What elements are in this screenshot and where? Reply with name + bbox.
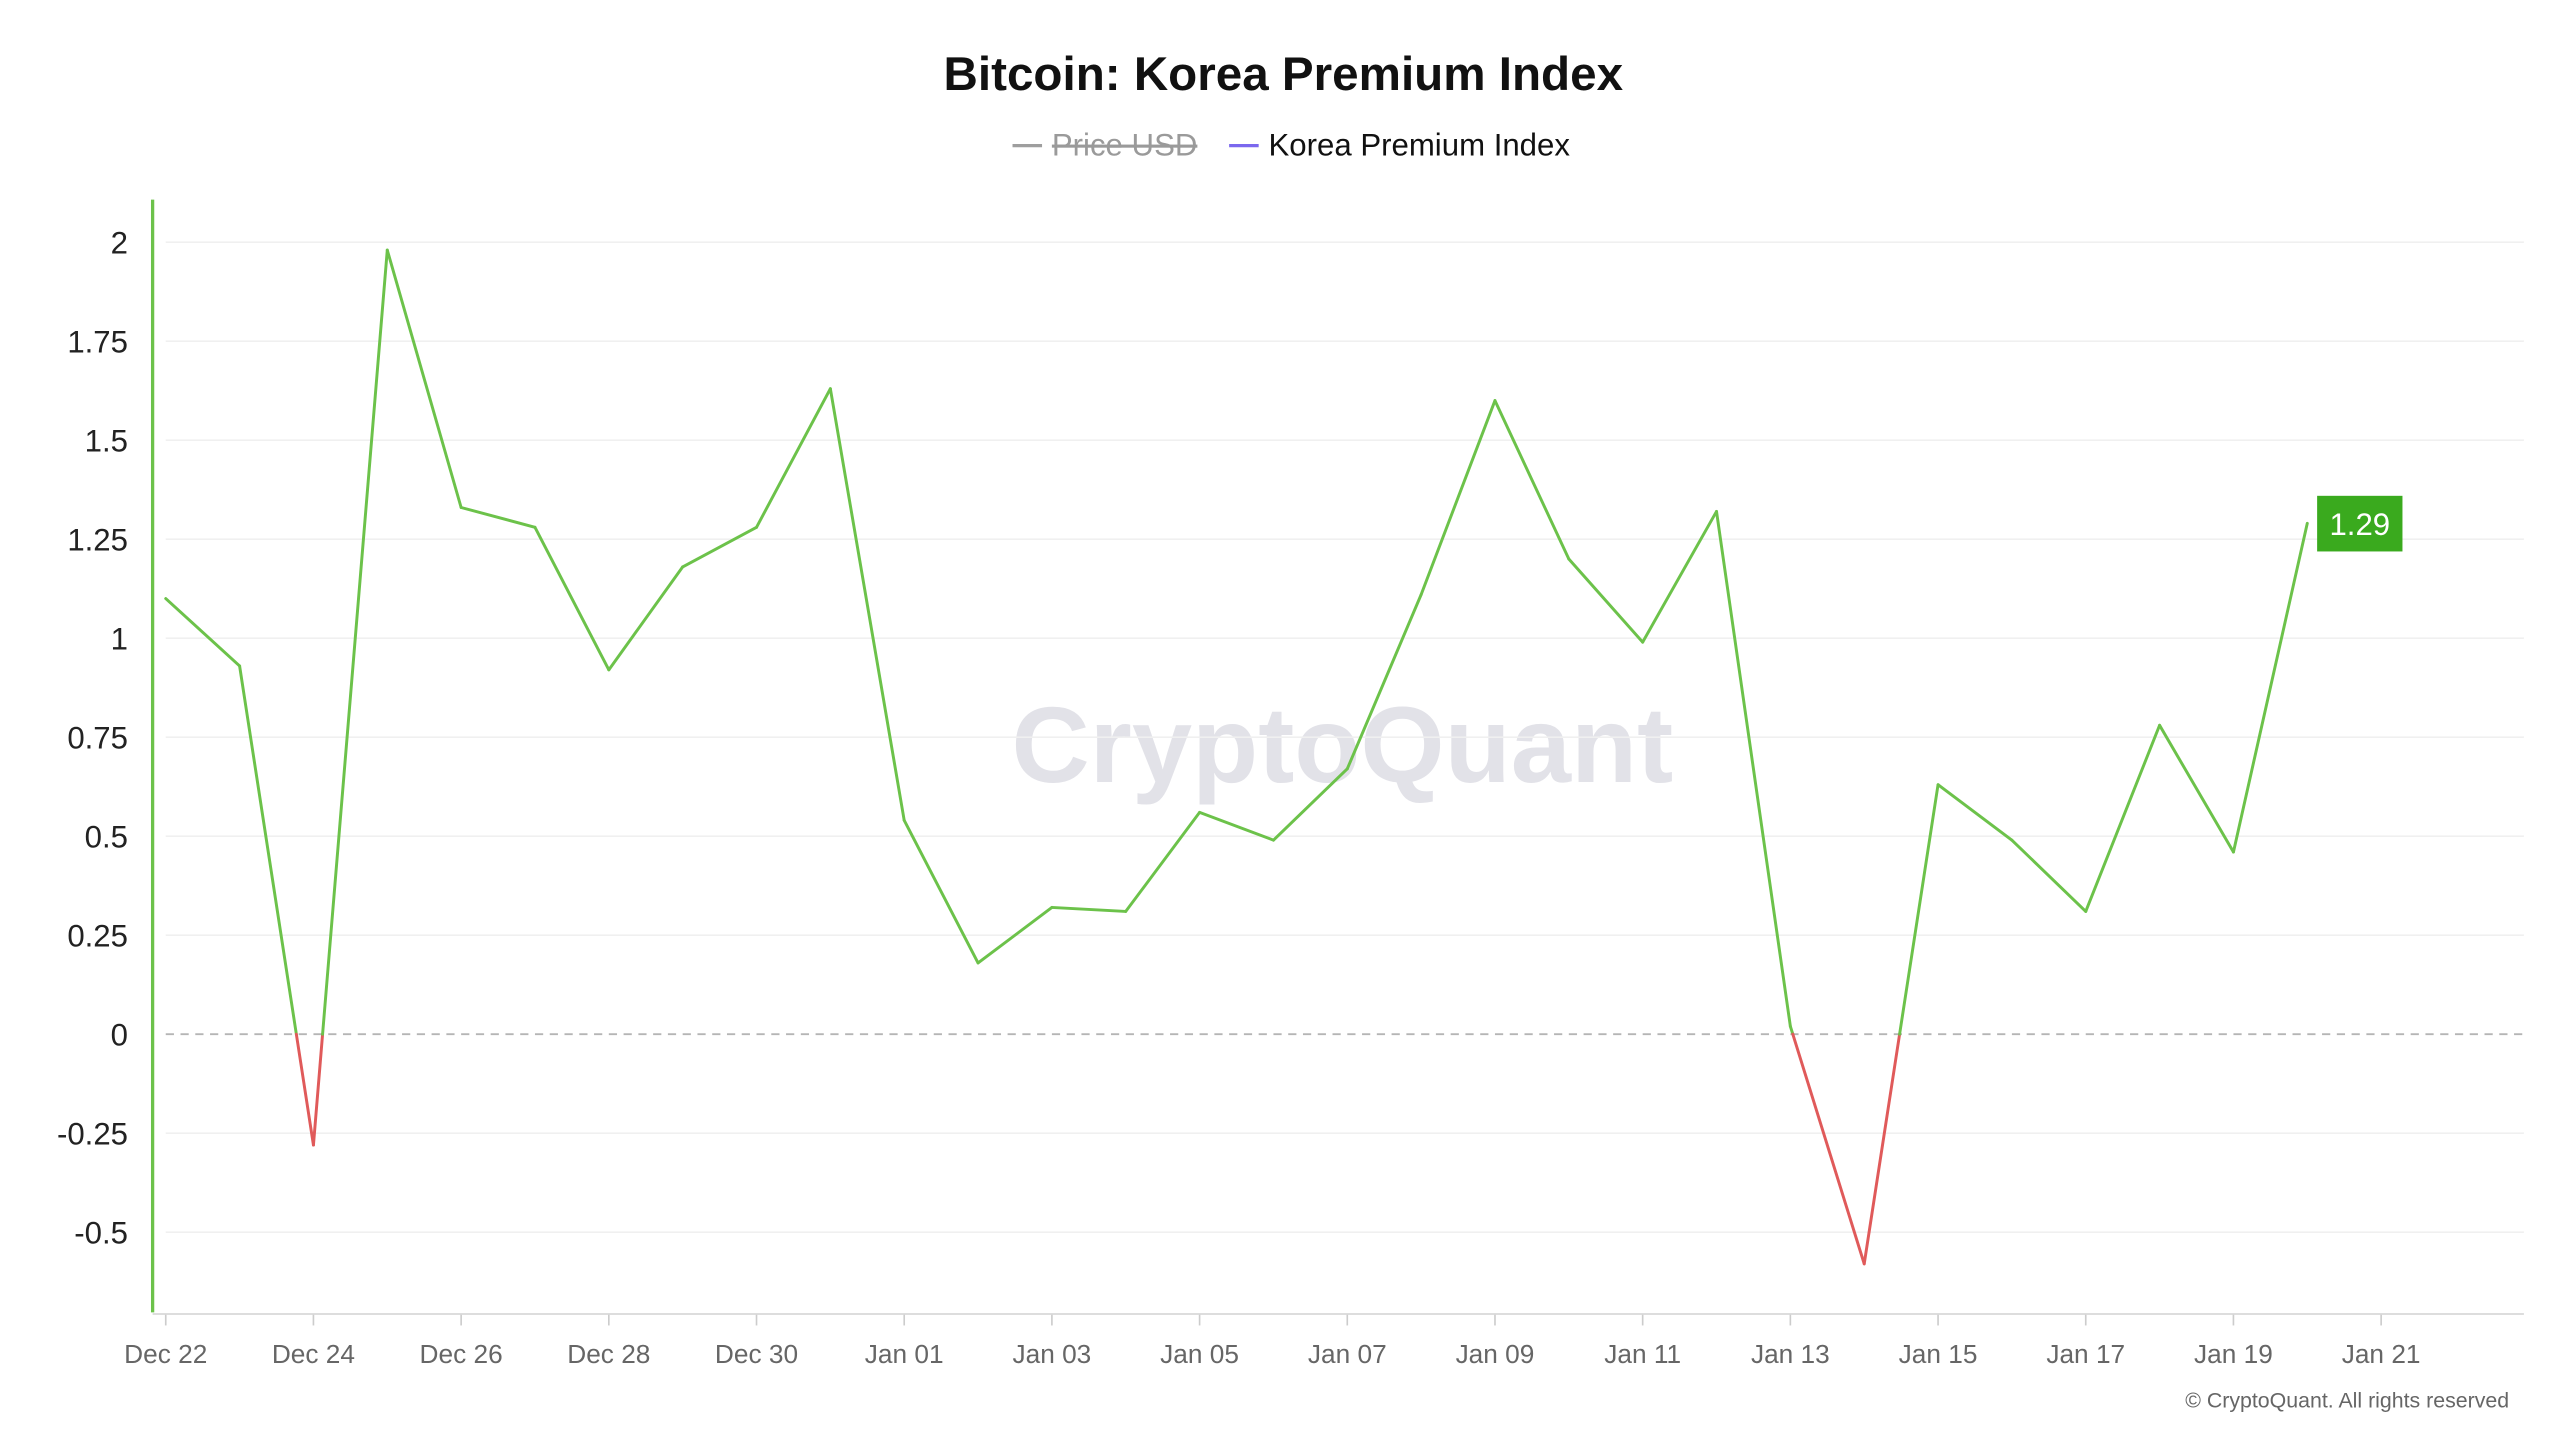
line-segment [828,387,906,822]
current-value-badge: 1.29 [2317,495,2403,552]
line-segment [2231,521,2309,854]
x-tick-label: Jan 21 [2342,1339,2421,1369]
chart-title: Bitcoin: Korea Premium Index [944,48,1624,101]
x-tick-label: Jan 19 [2194,1339,2273,1369]
line-segment [533,525,611,672]
y-tick-label: -0.5 [74,1216,128,1251]
y-tick-label: -0.25 [57,1117,128,1152]
x-tick-label: Jan 09 [1456,1339,1535,1369]
line-segment [681,525,758,569]
y-tick-label: 2 [111,226,128,261]
line-segment [1791,1032,1866,1266]
legend-item-korea-premium-index[interactable]: Korea Premium Index [1229,127,1570,162]
line-segment [1493,399,1571,561]
line-segment [385,248,463,509]
line-segment [755,387,832,529]
line-segment [311,1032,325,1147]
x-tick-label: Dec 24 [272,1339,355,1369]
x-tick-label: Jan 13 [1751,1339,1830,1369]
line-segment [1124,810,1202,913]
copyright: © CryptoQuant. All rights reserved [2185,1388,2509,1412]
line-segment [2010,838,2088,913]
line-segment [1898,783,1940,1036]
legend-item-price-usd[interactable]: Price USD [1012,127,1198,162]
x-tick-label: Jan 01 [865,1339,944,1369]
line-segment [1050,905,1128,913]
x-tick-label: Jan 05 [1160,1339,1239,1369]
line-segment [1345,593,1423,771]
line-segment [2158,723,2235,854]
legend-label-price-usd: Price USD [1052,127,1197,162]
line-segment [1567,557,1645,644]
x-tick-label: Dec 26 [420,1339,503,1369]
line-segment [2084,723,2162,913]
legend: Price USD Korea Premium Index [1012,127,1570,162]
x-tick-label: Jan 03 [1012,1339,1091,1369]
line-segment [1862,1032,1902,1266]
x-tick-label: Jan 17 [2046,1339,2125,1369]
line-segment [1419,399,1497,597]
line-segment [1641,509,1718,644]
line-segment [164,597,242,668]
line-segment [238,664,298,1036]
y-tick-label: 0.5 [85,820,128,855]
current-value-badge-bg [2317,495,2403,552]
y-tick-label: 1.75 [67,325,128,360]
y-axis-ticks: 2 1.75 1.5 1.25 1 0.75 0.5 0.25 0 -0.25 -0.5 [57,226,128,1251]
line-segment [902,818,980,965]
x-tick-label: Jan 11 [1604,1339,1681,1369]
series-korea-premium-index [164,248,2309,1266]
x-tick-label: Dec 30 [715,1339,798,1369]
line-segment [1198,810,1275,842]
line-segment [607,565,685,672]
y-tick-label: 1.25 [67,523,128,558]
y-tick-label: 0.25 [67,919,128,954]
line-segment [321,248,389,1036]
legend-label-korea-premium-index: Korea Premium Index [1269,127,1571,162]
watermark: CryptoQuant [1011,684,1673,805]
x-tick-label: Jan 07 [1308,1339,1387,1369]
current-value-label: 1.29 [2329,507,2390,542]
x-tick-label: Jan 15 [1899,1339,1978,1369]
y-tick-label: 0.75 [67,721,128,756]
y-tick-label: 1.5 [85,424,128,459]
line-segment [459,506,537,529]
x-tick-label: Dec 22 [124,1339,207,1369]
y-tick-label: 0 [111,1018,128,1053]
x-tick-label: Dec 28 [567,1339,650,1369]
line-segment [294,1032,315,1147]
grid [165,241,2524,1233]
line-segment [1271,767,1349,842]
y-tick-label: 1 [111,622,128,657]
x-axis-ticks: Dec 22 Dec 24 Dec 26 Dec 28 Dec 30 Jan 01 Jan … [124,1314,2421,1369]
line-segment [1715,509,1792,1028]
line-segment [1936,783,2014,842]
line-segment [976,905,1054,965]
